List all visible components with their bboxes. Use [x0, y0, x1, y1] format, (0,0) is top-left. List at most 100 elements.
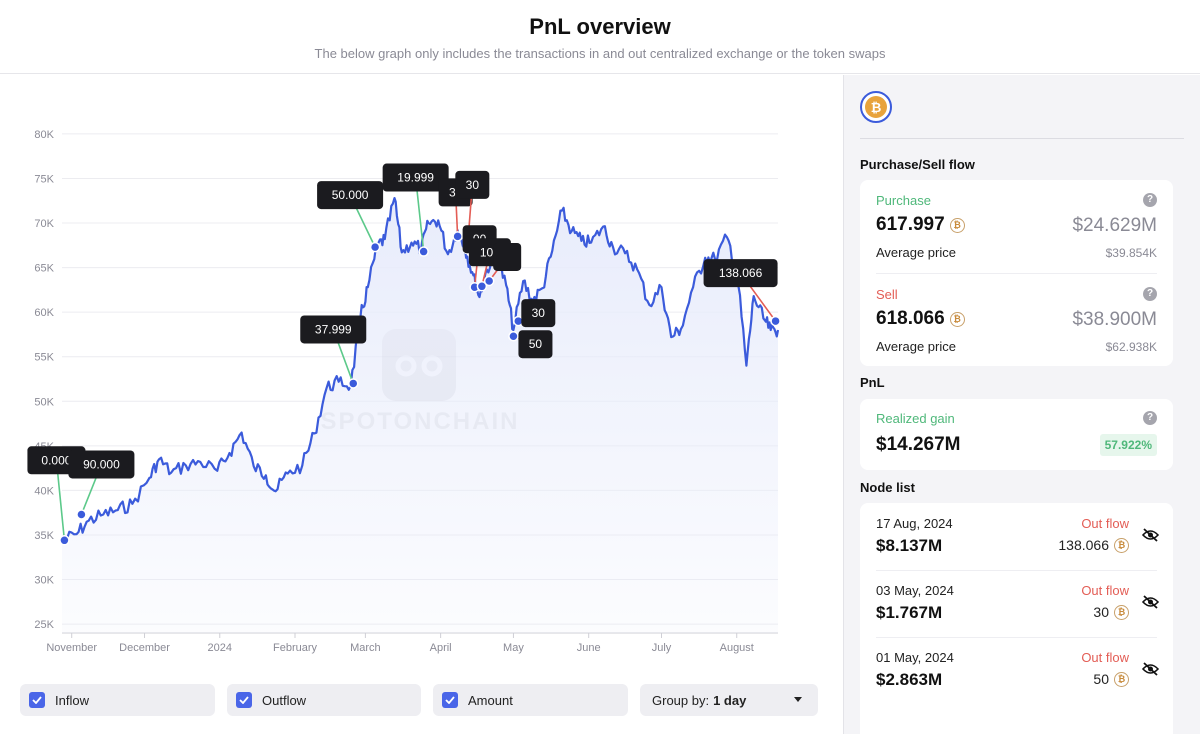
annotation-box	[518, 330, 553, 359]
list-item[interactable]: 17 Aug, 2024 Out flow $8.137M 138.066 ₿	[860, 503, 1173, 570]
annotation-box	[317, 181, 384, 210]
annotation-point	[418, 246, 429, 257]
bitcoin-icon: ₿	[1114, 537, 1129, 553]
annotation-label: 50	[529, 337, 543, 351]
annotation-box	[382, 163, 449, 192]
help-icon[interactable]: ?	[1143, 411, 1157, 425]
group-by-value: 1 day	[713, 692, 747, 708]
node-amount: 30 ₿	[1093, 604, 1129, 620]
node-list: 17 Aug, 2024 Out flow $8.137M 138.066 ₿ …	[860, 503, 1173, 734]
node-date: 03 May, 2024	[876, 583, 954, 598]
x-tick-label: February	[273, 642, 318, 654]
chevron-down-icon[interactable]	[794, 697, 802, 702]
sidebar: ₿ Purchase/Sell flow Purchase ? 617.997 …	[843, 75, 1200, 734]
bitcoin-icon[interactable]: ₿	[860, 91, 892, 123]
node-usd: $2.863M	[876, 670, 943, 689]
annotation-point	[76, 509, 87, 520]
x-tick-label: 2024	[208, 642, 232, 654]
node-amount: 50 ₿	[1093, 671, 1129, 687]
divider	[860, 138, 1184, 139]
list-item[interactable]: 01 May, 2024 Out flow $2.863M 50 ₿	[860, 637, 1173, 704]
bitcoin-icon: ₿	[949, 311, 965, 327]
divider	[876, 570, 1157, 571]
annotation-box	[493, 242, 522, 271]
bitcoin-icon: ₿	[1114, 671, 1129, 687]
annotation-point	[770, 315, 781, 327]
node-flow: Out flow	[1081, 583, 1129, 598]
list-item[interactable]: 03 May, 2024 Out flow $1.767M 30 ₿	[860, 570, 1173, 637]
x-tick-label: May	[503, 642, 524, 654]
annotation-box	[521, 299, 556, 328]
divider	[876, 273, 1157, 274]
inflow-toggle[interactable]: Inflow	[20, 684, 215, 716]
help-icon[interactable]: ?	[1143, 193, 1157, 207]
y-tick-label: 35K	[34, 530, 54, 542]
node-amount-value: 138.066	[1058, 537, 1109, 553]
y-tick-label: 50K	[34, 396, 54, 408]
node-flow: Out flow	[1081, 516, 1129, 531]
eye-off-icon[interactable]	[1142, 528, 1159, 542]
x-tick-label: July	[652, 642, 672, 654]
inflow-checkbox[interactable]	[29, 692, 45, 708]
annotation-box	[455, 170, 490, 199]
sell-amount-value: 618.066	[876, 308, 945, 329]
inflow-label: Inflow	[55, 692, 89, 708]
annotation-point	[369, 241, 381, 253]
node-amount-value: 50	[1093, 671, 1109, 687]
purchase-avg-value: $39.854K	[1105, 246, 1157, 260]
help-icon[interactable]: ?	[1143, 287, 1157, 301]
x-tick-label: June	[577, 642, 601, 654]
annotation-label: 30	[532, 306, 546, 320]
purchase-label: Purchase	[876, 193, 931, 208]
pnl-card: Realized gain ? $14.267M 57.922%	[860, 399, 1173, 470]
node-usd: $8.137M	[876, 536, 943, 555]
y-tick-label: 75K	[34, 173, 54, 185]
x-tick-label: November	[46, 642, 97, 654]
purchase-amount: 617.997 ₿	[876, 214, 965, 236]
y-tick-label: 55K	[34, 352, 54, 364]
page-title: PnL overview	[529, 14, 671, 39]
annotation-label: 37.999	[315, 322, 352, 336]
sell-amount: 618.066 ₿	[876, 308, 965, 330]
annotation-label: 30	[466, 178, 480, 192]
outflow-label: Outflow	[262, 692, 307, 708]
pnl-chart[interactable]: 25K30K35K40K45K50K55K60K65K70K75K80KNove…	[0, 75, 843, 675]
pnl-title: PnL	[860, 375, 885, 390]
annotation-point	[348, 378, 359, 389]
x-tick-label: March	[350, 642, 381, 654]
node-list-title: Node list	[860, 480, 915, 495]
amount-toggle[interactable]: Amount	[433, 684, 628, 716]
annotation-box	[68, 450, 135, 479]
eye-off-icon[interactable]	[1142, 595, 1159, 609]
page-header: PnL overview The below graph only includ…	[0, 0, 1200, 74]
realized-gain-value: $14.267M	[876, 434, 961, 455]
annotation-box	[300, 315, 367, 344]
eye-off-icon[interactable]	[1142, 662, 1159, 676]
y-tick-label: 60K	[34, 307, 54, 319]
purchase-usd: $24.629M	[1072, 215, 1157, 236]
annotation-label: 90.000	[83, 457, 120, 471]
sell-label: Sell	[876, 287, 898, 302]
node-usd: $1.767M	[876, 603, 943, 622]
purchase-avg-label: Average price	[876, 245, 956, 260]
annotation-point	[59, 535, 70, 546]
amount-label: Amount	[468, 692, 513, 708]
x-tick-label: April	[430, 642, 452, 654]
price-line	[61, 197, 780, 542]
node-amount-value: 30	[1093, 604, 1109, 620]
node-date: 01 May, 2024	[876, 650, 954, 665]
bitcoin-icon: ₿	[949, 217, 965, 233]
node-amount: 138.066 ₿	[1058, 537, 1129, 553]
amount-checkbox[interactable]	[442, 692, 458, 708]
sell-avg-value: $62.938K	[1105, 340, 1157, 354]
annotation-label: 19.999	[397, 171, 434, 185]
x-tick-label: December	[119, 642, 170, 654]
node-date: 17 Aug, 2024	[876, 516, 953, 531]
group-by-select[interactable]: Group by: 1 day	[640, 684, 818, 716]
sell-avg-label: Average price	[876, 339, 956, 354]
outflow-checkbox[interactable]	[236, 692, 252, 708]
outflow-toggle[interactable]: Outflow	[227, 684, 421, 716]
y-tick-label: 80K	[34, 129, 54, 141]
y-tick-label: 65K	[34, 263, 54, 275]
y-tick-label: 40K	[34, 485, 54, 497]
